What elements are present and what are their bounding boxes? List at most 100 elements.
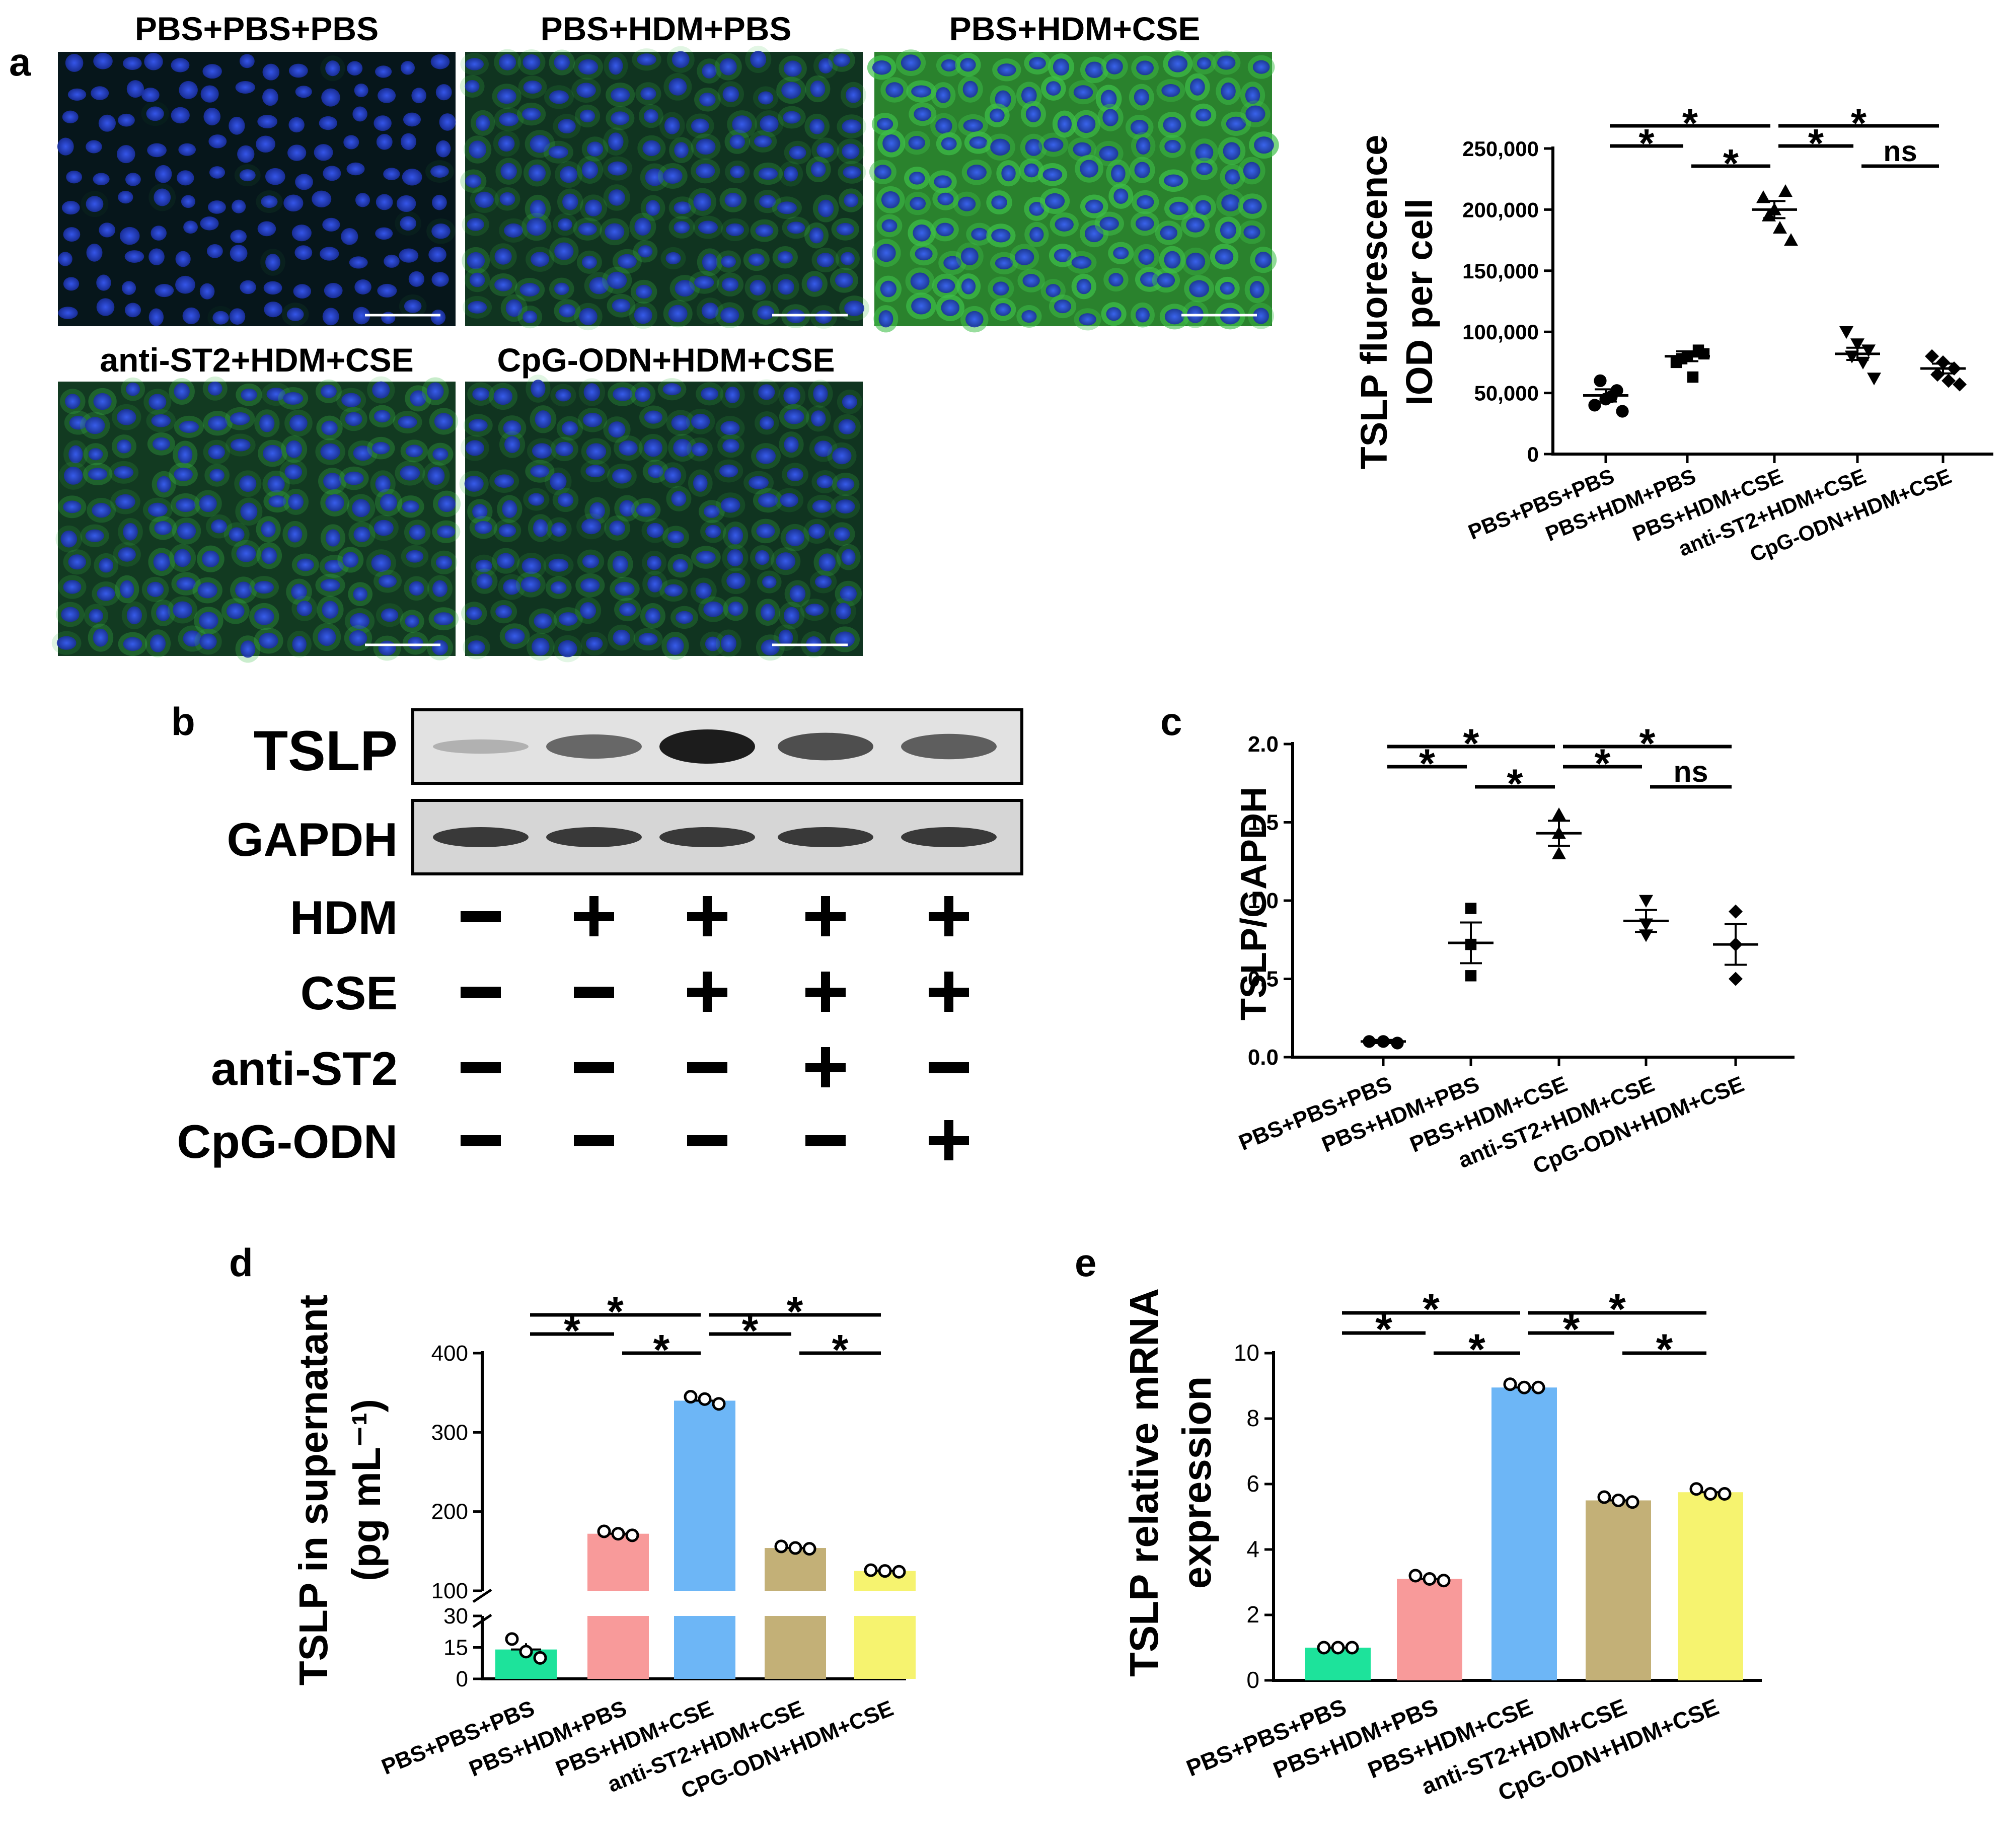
cell-nucleus (289, 414, 308, 432)
significance-label: * (1507, 761, 1523, 807)
cell-nucleus (124, 303, 141, 318)
cell-nucleus (354, 279, 371, 294)
cell-nucleus (586, 141, 604, 157)
cell-nucleus (347, 61, 363, 76)
y-tick-label: 50,000 (1474, 382, 1539, 405)
significance-label: * (787, 1288, 803, 1335)
cell-nucleus (640, 87, 656, 100)
cell-nucleus (833, 53, 850, 67)
data-point (878, 1564, 892, 1578)
band-tslp (778, 732, 873, 761)
cell-nucleus (550, 581, 567, 594)
micrograph-title-2: PBS+HDM+PBS (541, 10, 792, 47)
cell-nucleus (499, 112, 519, 126)
cell-nucleus (776, 552, 796, 570)
chart-e-ylabel2: expression (1174, 1376, 1219, 1589)
cell-nucleus (232, 199, 246, 213)
cell-nucleus (371, 554, 391, 572)
bar-lower-segment (674, 1616, 735, 1679)
cell-nucleus (643, 109, 658, 123)
cell-nucleus (935, 118, 952, 134)
cell-nucleus (410, 390, 426, 407)
cell-nucleus (262, 88, 278, 106)
cell-nucleus (721, 255, 736, 268)
cell-nucleus (265, 168, 285, 185)
cell-nucleus (123, 56, 142, 70)
cell-nucleus (1130, 119, 1149, 135)
micrograph-background (465, 52, 863, 326)
cell-nucleus (777, 201, 797, 214)
cell-nucleus (558, 218, 572, 231)
cell-nucleus (582, 554, 600, 568)
cell-nucleus (726, 572, 745, 589)
data-point (1850, 338, 1864, 351)
cell-nucleus (118, 113, 135, 127)
cell-nucleus (197, 582, 217, 599)
y-tick-label: 400 (431, 1341, 468, 1366)
cell-nucleus (1136, 60, 1154, 76)
cell-nucleus (353, 445, 372, 461)
cell-nucleus (240, 280, 256, 294)
data-point (1465, 903, 1477, 914)
cell-nucleus (936, 87, 951, 103)
cell-nucleus (1196, 163, 1213, 175)
significance-label: * (1419, 741, 1435, 787)
data-point (1437, 1574, 1451, 1588)
cell-nucleus (61, 201, 80, 215)
cell-nucleus (341, 228, 358, 245)
band-gapdh (901, 827, 997, 847)
cell-nucleus (554, 54, 570, 70)
cell-nucleus (346, 162, 365, 176)
cell-nucleus (398, 416, 417, 428)
bar (765, 1548, 826, 1591)
cell-nucleus (97, 586, 115, 601)
significance-label: ns (1674, 755, 1708, 788)
y-tick-label: 6 (1246, 1470, 1259, 1497)
data-point (1625, 1495, 1639, 1509)
cell-nucleus (174, 467, 193, 481)
cell-nucleus (296, 601, 313, 616)
cell-nucleus (1135, 307, 1150, 323)
cell-nucleus (466, 607, 482, 620)
cell-nucleus (68, 445, 83, 464)
cell-nucleus (323, 166, 341, 181)
bar (1491, 1387, 1557, 1680)
micrograph-3 (867, 49, 1279, 333)
cell-nucleus (92, 503, 111, 518)
cell-nucleus (89, 609, 103, 623)
data-point (1784, 233, 1798, 246)
cell-nucleus (836, 499, 855, 514)
cell-nucleus (816, 253, 834, 268)
cell-nucleus (666, 636, 684, 655)
cell-nucleus (665, 252, 681, 265)
cell-nucleus (703, 505, 720, 518)
cell-nucleus (1220, 221, 1236, 239)
cell-nucleus (230, 412, 250, 425)
cell-nucleus (756, 448, 776, 464)
band-tslp (659, 729, 755, 764)
cell-nucleus (589, 277, 609, 294)
panel-label-a: a (9, 40, 31, 84)
cell-nucleus (400, 465, 420, 481)
cell-nucleus (586, 443, 607, 460)
cell-nucleus (881, 191, 900, 208)
cell-nucleus (936, 223, 954, 237)
cell-nucleus (1164, 309, 1185, 325)
cell-nucleus (409, 581, 424, 596)
cell-nucleus (966, 165, 987, 180)
cell-nucleus (284, 464, 303, 480)
blot-label-tslp: TSLP (254, 719, 398, 782)
cell-nucleus (1024, 163, 1039, 178)
significance-label: * (1723, 141, 1739, 186)
x-tick-label: PBS+PBS+PBS (378, 1696, 538, 1780)
cell-nucleus (343, 135, 359, 150)
cell-nucleus (208, 134, 227, 149)
cell-nucleus (428, 247, 446, 263)
data-point (774, 1539, 788, 1554)
cell-nucleus (154, 188, 171, 206)
cell-nucleus (171, 107, 190, 124)
bar (1678, 1492, 1743, 1680)
data-point (1773, 220, 1787, 234)
cell-nucleus (288, 117, 305, 133)
cell-nucleus (1029, 57, 1046, 69)
